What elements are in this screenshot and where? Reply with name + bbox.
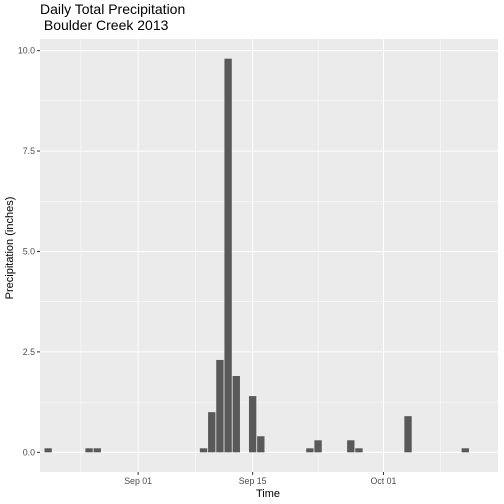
bar	[85, 448, 93, 453]
y-axis: 0.0 2.5 5.0 7.5 10.0	[18, 46, 40, 457]
bar	[257, 436, 265, 453]
bar	[404, 416, 412, 453]
bar	[232, 376, 240, 453]
y-tick-label: 2.5	[23, 347, 35, 357]
bar	[355, 448, 363, 453]
x-tick-label: Oct 01	[371, 476, 397, 486]
bar	[314, 440, 322, 453]
x-axis-title: Time	[256, 488, 280, 500]
bar	[248, 396, 257, 453]
x-axis: Sep 01 Sep 15 Oct 01	[124, 472, 397, 486]
bar	[199, 448, 208, 453]
chart-title: Daily Total Precipitation	[40, 1, 185, 17]
x-tick-label: Sep 01	[124, 476, 152, 486]
bar	[44, 448, 52, 453]
y-axis-title: Precipitation (inches)	[4, 197, 16, 300]
chart-subtitle-text: Boulder Creek 2013	[44, 17, 169, 33]
y-tick-label: 10.0	[18, 46, 35, 56]
plot-panel	[40, 39, 498, 472]
bars	[44, 58, 469, 453]
chart-subtitle: Boulder Creek 2013	[40, 17, 169, 33]
bar	[224, 58, 232, 453]
bar	[93, 448, 101, 453]
major-gridlines	[40, 39, 498, 472]
bar	[216, 359, 224, 453]
bar	[306, 448, 314, 453]
bar	[461, 448, 469, 453]
y-tick-label: 7.5	[23, 146, 35, 156]
y-tick-label: 0.0	[23, 447, 35, 457]
x-tick-label: Sep 15	[239, 476, 267, 486]
bar	[347, 440, 355, 453]
minor-gridlines	[40, 39, 498, 472]
bar	[208, 412, 216, 453]
y-tick-label: 5.0	[23, 246, 35, 256]
